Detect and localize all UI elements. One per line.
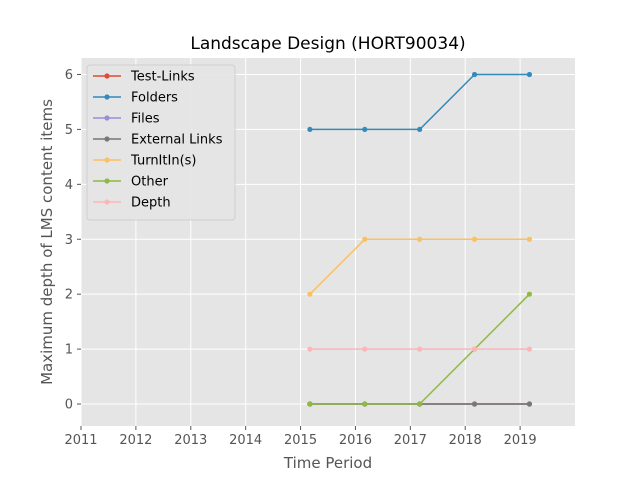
legend-box — [86, 64, 236, 221]
legend-marker — [104, 136, 110, 142]
legend-label: Test-Links — [130, 70, 195, 85]
data-point — [526, 236, 533, 242]
series-turnitin-s- — [307, 236, 533, 297]
legend-marker — [104, 115, 110, 121]
x-tick-label: 2016 — [339, 433, 372, 448]
x-tick-label: 2019 — [504, 433, 537, 448]
legend-marker — [104, 178, 110, 184]
data-point — [417, 126, 423, 133]
data-point — [362, 401, 368, 407]
legend-label: External Links — [131, 133, 223, 148]
data-point — [526, 346, 533, 352]
y-tick-label: 1 — [65, 343, 73, 358]
data-point — [417, 346, 423, 352]
data-point — [526, 291, 533, 297]
y-tick-label: 2 — [65, 288, 73, 303]
chart-title: Landscape Design (HORT90034) — [190, 34, 465, 54]
data-point — [362, 236, 368, 242]
legend-label: Files — [131, 112, 160, 127]
data-point — [307, 346, 313, 352]
series-lines — [307, 71, 533, 407]
x-axis-label: Time Period — [283, 454, 372, 472]
x-axis-ticks: 2011 2012 2013 2014 2015 2016 2017 2018 2019 — [64, 426, 537, 448]
data-point — [526, 401, 533, 407]
y-tick-label: 4 — [65, 178, 73, 193]
x-tick-label: 2011 — [64, 433, 97, 448]
legend-item: Other — [93, 175, 169, 190]
data-point — [307, 126, 313, 133]
data-point — [526, 71, 533, 78]
data-point — [471, 346, 478, 352]
y-tick-label: 3 — [65, 233, 73, 248]
legend-label: Depth — [131, 196, 171, 211]
legend-marker — [104, 157, 110, 163]
data-point — [471, 236, 478, 242]
data-point — [307, 291, 313, 297]
legend-item: Files — [93, 112, 160, 127]
legend-item: External Links — [93, 133, 223, 148]
data-point — [362, 346, 368, 352]
x-tick-label: 2012 — [119, 433, 152, 448]
series-folders — [307, 71, 533, 133]
legend-item: Folders — [93, 91, 178, 106]
legend-item: Depth — [93, 196, 171, 211]
data-point — [417, 236, 423, 242]
legend-item: TurnItIn(s) — [93, 154, 196, 169]
x-tick-label: 2015 — [284, 433, 317, 448]
legend-label: TurnItIn(s) — [130, 154, 196, 169]
y-axis-ticks: 0 1 2 3 4 5 6 — [65, 68, 81, 413]
legend-item: Test-Links — [93, 70, 195, 85]
y-tick-label: 5 — [65, 123, 73, 138]
legend-label: Other — [131, 175, 169, 190]
series-depth — [307, 346, 533, 352]
data-point — [362, 126, 368, 133]
data-point — [307, 401, 313, 407]
legend-label: Folders — [131, 91, 178, 106]
x-tick-label: 2014 — [229, 433, 262, 448]
legend-marker — [104, 94, 110, 100]
y-axis-label: Maximum depth of LMS content items — [38, 99, 56, 385]
x-tick-label: 2017 — [394, 433, 427, 448]
legend-marker — [104, 199, 110, 205]
data-point — [417, 401, 423, 407]
x-tick-label: 2018 — [449, 433, 482, 448]
y-tick-label: 6 — [65, 68, 73, 83]
legend: Test-Links Folders Files External Links Turn… — [86, 64, 236, 221]
x-tick-label: 2013 — [174, 433, 207, 448]
y-tick-label: 0 — [65, 398, 73, 413]
legend-marker — [104, 73, 110, 79]
data-point — [471, 401, 478, 407]
data-point — [471, 71, 478, 78]
